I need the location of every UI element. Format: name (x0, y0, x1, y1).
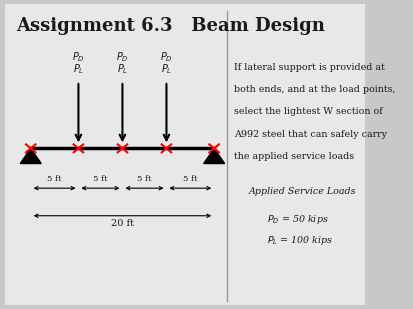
Text: If lateral support is provided at: If lateral support is provided at (234, 63, 384, 72)
Text: Assignment 6.3   Beam Design: Assignment 6.3 Beam Design (16, 17, 324, 35)
Text: $P_L$ = 100 kips: $P_L$ = 100 kips (267, 234, 333, 247)
Text: $P_D$: $P_D$ (72, 50, 85, 64)
Text: $P_D$: $P_D$ (116, 50, 128, 64)
Text: the applied service loads: the applied service loads (234, 152, 354, 161)
Text: 5 ft: 5 ft (183, 175, 197, 183)
Text: 5 ft: 5 ft (93, 175, 107, 183)
Text: $P_L$: $P_L$ (73, 63, 84, 76)
Text: select the lightest W section of: select the lightest W section of (234, 107, 382, 116)
Text: $P_L$: $P_L$ (116, 63, 128, 76)
FancyBboxPatch shape (5, 4, 364, 305)
Polygon shape (20, 148, 41, 163)
Text: 20 ft: 20 ft (111, 219, 134, 228)
Text: both ends, and at the load points,: both ends, and at the load points, (234, 85, 395, 94)
Text: 5 ft: 5 ft (47, 175, 62, 183)
Text: $P_D$: $P_D$ (160, 50, 172, 64)
Polygon shape (203, 148, 224, 163)
Text: Applied Service Loads: Applied Service Loads (248, 187, 356, 196)
Text: A992 steel that can safely carry: A992 steel that can safely carry (234, 130, 387, 139)
Text: 5 ft: 5 ft (137, 175, 151, 183)
Text: $P_L$: $P_L$ (161, 63, 172, 76)
Text: $P_D$ = 50 kips: $P_D$ = 50 kips (267, 213, 328, 226)
